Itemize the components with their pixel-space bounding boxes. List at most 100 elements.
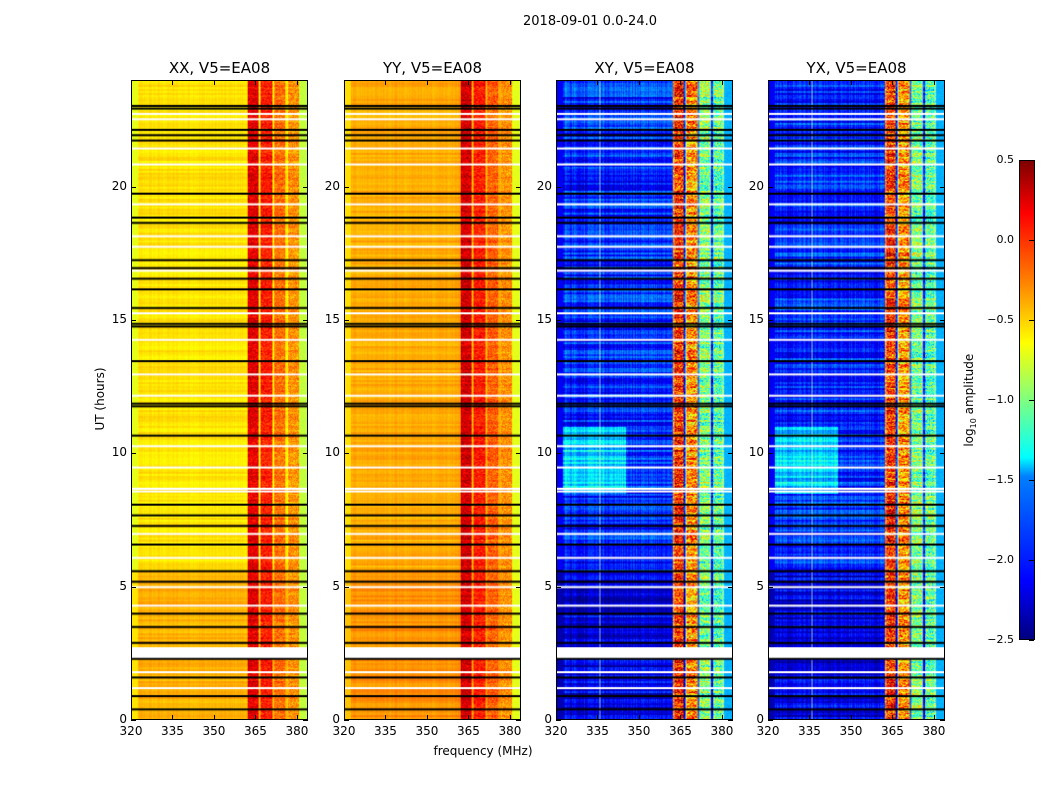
x-tick-mark — [721, 80, 723, 85]
y-tick-mark — [516, 720, 521, 721]
colorbar-tick-label: −2.0 — [987, 553, 1014, 566]
y-tick-label: 20 — [536, 178, 552, 193]
y-tick-mark — [556, 720, 561, 721]
y-tick-label: 15 — [111, 312, 127, 326]
y-tick-label: 15 — [536, 312, 552, 326]
y-tick-mark — [768, 186, 773, 188]
y-tick-mark — [516, 320, 521, 321]
x-tick-mark — [344, 80, 345, 85]
y-tick-mark — [344, 586, 349, 588]
x-tick-mark — [850, 715, 852, 720]
x-tick-mark — [850, 80, 852, 85]
y-tick-label: 0 — [544, 712, 552, 726]
x-tick-mark — [426, 715, 428, 720]
y-tick-mark — [940, 586, 945, 588]
x-tick-mark — [172, 80, 174, 85]
y-tick-mark — [303, 720, 308, 721]
y-tick-mark — [768, 586, 773, 588]
panel-title: YY, V5=EA08 — [382, 59, 483, 77]
x-tick-mark — [509, 715, 511, 720]
panel-title: XY, V5=EA08 — [594, 59, 695, 77]
x-tick-mark — [213, 80, 215, 85]
y-tick-mark — [516, 453, 521, 455]
y-tick-mark — [728, 186, 733, 188]
x-tick-label: 350 — [415, 724, 439, 738]
figure-title: 2018-09-01 0.0-24.0 — [523, 14, 657, 29]
y-tick-mark — [728, 720, 733, 721]
x-tick-mark — [296, 715, 298, 720]
x-tick-label: 365 — [457, 724, 480, 738]
x-tick-mark — [213, 715, 215, 720]
colorbar-tick-label: −1.0 — [987, 393, 1014, 406]
colorbar-tick-mark — [1029, 480, 1034, 481]
x-tick-mark — [344, 715, 345, 720]
x-tick-label: 365 — [881, 724, 904, 738]
x-tick-label: 380 — [922, 724, 946, 738]
y-tick-mark — [303, 586, 308, 588]
x-tick-mark — [892, 80, 894, 85]
y-tick-label: 10 — [748, 445, 764, 460]
y-tick-mark — [303, 453, 308, 455]
colorbar-tick-label: 0.5 — [996, 153, 1015, 166]
colorbar-tick-mark — [1029, 320, 1034, 321]
y-tick-label: 5 — [119, 578, 127, 593]
y-tick-label: 20 — [111, 178, 127, 193]
x-tick-label: 350 — [839, 724, 863, 738]
y-tick-mark — [344, 453, 349, 455]
y-axis-label: UT (hours) — [93, 367, 107, 431]
x-tick-mark — [426, 80, 428, 85]
x-tick-label: 365 — [244, 724, 267, 738]
y-tick-label: 0 — [119, 712, 127, 726]
y-tick-mark — [768, 720, 773, 721]
x-tick-label: 320 — [332, 724, 356, 738]
x-tick-mark — [809, 80, 811, 85]
y-tick-label: 0 — [332, 712, 340, 726]
x-tick-label: 350 — [627, 724, 651, 738]
x-tick-label: 335 — [798, 724, 821, 738]
x-tick-label: 320 — [756, 724, 780, 738]
y-tick-mark — [940, 720, 945, 721]
y-tick-mark — [768, 453, 773, 455]
colorbar-tick-mark — [1029, 560, 1034, 561]
colorbar-tick-label: −2.5 — [987, 633, 1014, 646]
x-axis-label: frequency (MHz) — [433, 744, 533, 758]
x-tick-mark — [509, 80, 511, 85]
y-tick-mark — [940, 320, 945, 321]
x-tick-mark — [680, 80, 682, 85]
x-tick-mark — [768, 80, 769, 85]
x-tick-mark — [809, 715, 811, 720]
panel-title: XX, V5=EA08 — [168, 59, 271, 77]
colorbar-tick-mark — [1029, 160, 1034, 161]
x-tick-mark — [255, 715, 257, 720]
colorbar-tick-label: 0.0 — [996, 233, 1015, 246]
y-tick-mark — [768, 320, 773, 321]
colorbar-tick-label: −0.5 — [987, 313, 1014, 326]
y-tick-mark — [131, 186, 136, 188]
y-tick-mark — [940, 186, 945, 188]
colorbar-tick-mark — [1029, 240, 1034, 241]
x-tick-mark — [892, 715, 894, 720]
x-tick-label: 380 — [498, 724, 522, 738]
heatmap-panel-3 — [768, 80, 945, 720]
y-tick-mark — [728, 320, 733, 321]
x-tick-mark — [680, 715, 682, 720]
x-tick-mark — [556, 80, 557, 85]
colorbar-tick-label: −1.5 — [987, 473, 1014, 486]
y-tick-mark — [344, 186, 349, 188]
y-tick-mark — [131, 720, 136, 721]
y-tick-mark — [556, 320, 561, 321]
colorbar-tick-mark — [1029, 640, 1034, 641]
y-tick-mark — [516, 186, 521, 188]
y-tick-mark — [131, 320, 136, 321]
y-tick-mark — [344, 320, 349, 321]
x-tick-mark — [556, 715, 557, 720]
y-tick-mark — [728, 586, 733, 588]
y-tick-mark — [516, 586, 521, 588]
x-tick-label: 335 — [586, 724, 609, 738]
colorbar-label: log10 amplitude — [961, 353, 979, 447]
y-tick-label: 20 — [748, 178, 764, 193]
x-tick-mark — [131, 715, 132, 720]
x-tick-label: 365 — [669, 724, 692, 738]
x-tick-label: 380 — [285, 724, 309, 738]
